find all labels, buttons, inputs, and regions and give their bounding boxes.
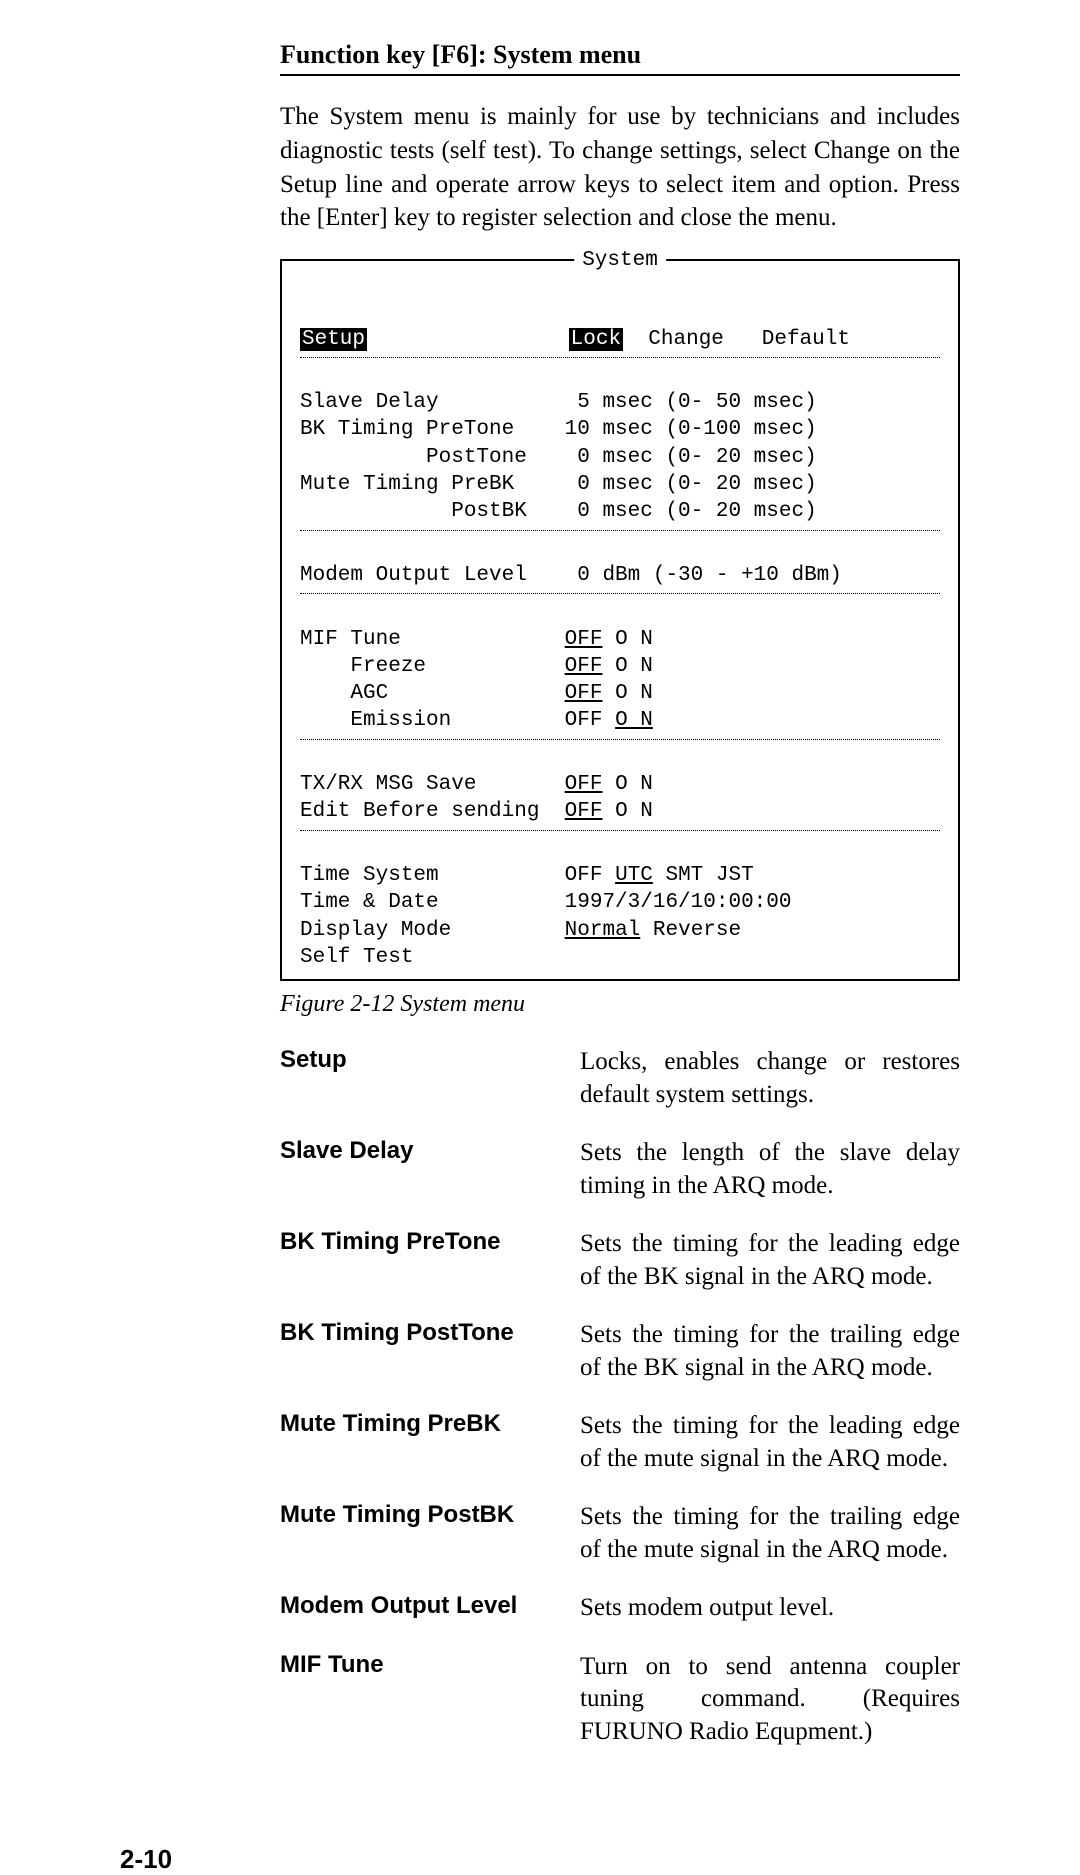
time-system-rest: SMT JST bbox=[653, 864, 754, 887]
system-menu-box: System Setup Lock Change Default Slave D… bbox=[280, 259, 960, 981]
definition-row: Mute Timing PreBK Sets the timing for th… bbox=[280, 1410, 960, 1475]
definition-desc: Sets modem output level. bbox=[580, 1592, 960, 1625]
page-footer: 2-10 bbox=[0, 1844, 1080, 1874]
definition-row: BK Timing PostTone Sets the timing for t… bbox=[280, 1319, 960, 1384]
mif-tune-on: O N bbox=[602, 628, 652, 651]
edit-before-off: OFF bbox=[565, 800, 603, 823]
definition-row: BK Timing PreTone Sets the timing for th… bbox=[280, 1228, 960, 1293]
self-test-row: Self Test bbox=[300, 946, 413, 969]
agc-off: OFF bbox=[565, 682, 603, 705]
definition-term: BK Timing PostTone bbox=[280, 1319, 580, 1347]
definition-desc: Sets the timing for the trailing edge of… bbox=[580, 1319, 960, 1384]
definition-desc: Sets the length of the slave delay timin… bbox=[580, 1137, 960, 1202]
page-number: 2-10 bbox=[120, 1844, 172, 1875]
definition-row: Modem Output Level Sets modem output lev… bbox=[280, 1592, 960, 1625]
setup-label-inverse: Setup bbox=[300, 328, 367, 351]
definition-row: MIF Tune Turn on to send antenna coupler… bbox=[280, 1651, 960, 1749]
lock-label-inverse: Lock bbox=[569, 328, 623, 351]
mute-prebk-row: Mute Timing PreBK 0 msec (0- 20 msec) bbox=[300, 473, 817, 496]
edit-before-on: O N bbox=[602, 800, 652, 823]
figure-caption: Figure 2-12 System menu bbox=[280, 991, 960, 1018]
change-label: Change bbox=[648, 328, 724, 351]
display-mode-label: Display Mode bbox=[300, 919, 565, 942]
slave-delay-row: Slave Delay 5 msec (0- 50 msec) bbox=[300, 391, 817, 414]
definition-row: Slave Delay Sets the length of the slave… bbox=[280, 1137, 960, 1202]
definition-row: Mute Timing PostBK Sets the timing for t… bbox=[280, 1501, 960, 1566]
txrx-save-on: O N bbox=[602, 773, 652, 796]
document-page: Function key [F6]: System menu The Syste… bbox=[0, 0, 1080, 1814]
definitions-list: Setup Locks, enables change or restores … bbox=[280, 1046, 960, 1748]
freeze-label: Freeze bbox=[300, 655, 565, 678]
time-system-label: Time System OFF bbox=[300, 864, 615, 887]
freeze-on: O N bbox=[602, 655, 652, 678]
bk-posttone-row: PostTone 0 msec (0- 20 msec) bbox=[300, 446, 817, 469]
emission-label: Emission bbox=[300, 709, 565, 732]
definition-desc: Sets the timing for the trailing edge of… bbox=[580, 1501, 960, 1566]
definition-desc: Sets the timing for the leading edge of … bbox=[580, 1410, 960, 1475]
display-mode-rest: Reverse bbox=[640, 919, 741, 942]
divider bbox=[300, 830, 940, 831]
emission-off: OFF bbox=[565, 709, 615, 732]
intro-paragraph: The System menu is mainly for use by tec… bbox=[280, 100, 960, 235]
default-label: Default bbox=[762, 328, 850, 351]
definition-term: Slave Delay bbox=[280, 1137, 580, 1165]
definition-desc: Turn on to send antenna coupler tuning c… bbox=[580, 1651, 960, 1749]
txrx-save-label: TX/RX MSG Save bbox=[300, 773, 565, 796]
agc-on: O N bbox=[602, 682, 652, 705]
agc-label: AGC bbox=[300, 682, 565, 705]
definition-term: Mute Timing PostBK bbox=[280, 1501, 580, 1529]
time-system-utc: UTC bbox=[615, 864, 653, 887]
divider bbox=[300, 593, 940, 594]
freeze-off: OFF bbox=[565, 655, 603, 678]
system-legend: System bbox=[574, 247, 666, 274]
edit-before-label: Edit Before sending bbox=[300, 800, 565, 823]
divider bbox=[300, 530, 940, 531]
definition-term: Modem Output Level bbox=[280, 1592, 580, 1620]
divider bbox=[300, 739, 940, 740]
definition-term: BK Timing PreTone bbox=[280, 1228, 580, 1256]
bk-pretone-row: BK Timing PreTone 10 msec (0-100 msec) bbox=[300, 418, 817, 441]
definition-desc: Locks, enables change or restores defaul… bbox=[580, 1046, 960, 1111]
definition-term: MIF Tune bbox=[280, 1651, 580, 1679]
mif-tune-label: MIF Tune bbox=[300, 628, 565, 651]
definition-term: Mute Timing PreBK bbox=[280, 1410, 580, 1438]
time-date-row: Time & Date 1997/3/16/10:00:00 bbox=[300, 891, 791, 914]
emission-on: O N bbox=[615, 709, 653, 732]
display-mode-normal: Normal bbox=[565, 919, 641, 942]
definition-desc: Sets the timing for the leading edge of … bbox=[580, 1228, 960, 1293]
txrx-save-off: OFF bbox=[565, 773, 603, 796]
mute-postbk-row: PostBK 0 msec (0- 20 msec) bbox=[300, 500, 817, 523]
definition-term: Setup bbox=[280, 1046, 580, 1074]
section-title: Function key [F6]: System menu bbox=[280, 40, 960, 76]
divider bbox=[300, 357, 940, 358]
modem-output-row: Modem Output Level 0 dBm (-30 - +10 dBm) bbox=[300, 564, 842, 587]
definition-row: Setup Locks, enables change or restores … bbox=[280, 1046, 960, 1111]
mif-tune-off: OFF bbox=[565, 628, 603, 651]
